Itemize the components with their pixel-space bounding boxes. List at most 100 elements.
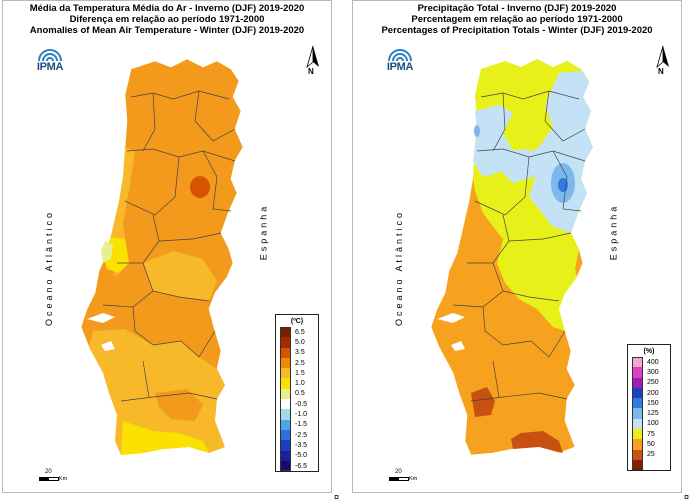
legend-row: 5.0 [276,337,318,348]
legend-items: 6.5 5.0 3.5 2.5 1.5 1.0 0.5 -0.5 -1.0 -1.5 -2.5 -3.… [276,327,318,472]
legend-label: -3.5 [295,441,308,449]
legend-label: 75 [647,430,655,438]
west-coast-greenish-region [101,241,113,263]
south-coast-yellow [121,421,209,455]
legend-row: -6.5 [276,460,318,472]
legend-unit: (%) [643,348,655,355]
country-label: Espanha [608,203,619,261]
title-line-2: Percentagem em relação ao período 1971-2… [411,14,623,25]
legend-swatch [280,419,291,430]
legend-row [628,459,670,471]
legend-swatch [632,408,643,419]
temperature-legend: (ºC) 6.5 5.0 3.5 2.5 1.5 1.0 0.5 -0.5 -1.0 -1.5 -2… [275,314,319,473]
legend-row: -1.5 [276,419,318,430]
legend-label: 250 [647,379,659,387]
portugal-temperature-map [80,58,244,456]
legend-row: 3.5 [276,347,318,358]
legend-row: -2.5 [276,429,318,441]
ocean-label: Oceano Atlântico [394,209,405,327]
title-line-3: Anomalies of Mean Air Temperature - Wint… [29,25,305,36]
legend-swatch [280,409,291,420]
ocean-label: Oceano Atlântico [44,209,55,327]
legend-label: 400 [647,358,659,366]
north-label: N [308,67,314,76]
hotspot-region [190,176,210,198]
legend-label: -5.0 [295,452,308,460]
legend-row: 1.5 [276,368,318,379]
legend-swatch [632,398,643,409]
south-orange-patch [155,389,203,421]
scale-bar-graphic [39,477,59,481]
legend-row: 400 [628,357,670,368]
legend-row: 2.5 [276,357,318,369]
legend-swatch [632,418,643,430]
legend-swatch [280,460,291,472]
south-dark-orange-region [511,431,563,453]
legend-swatch [632,439,643,450]
legend-swatch [280,450,291,461]
portugal-precipitation-map [430,58,594,456]
scale-bar: 20 Km [387,469,423,485]
legend-row: -5.0 [276,450,318,461]
legend-label: 125 [647,410,659,418]
page-mark-right: ¤ [684,492,690,502]
legend-label: -1.5 [295,421,308,429]
ipma-logo: IPMA [383,41,417,75]
ipma-logo-arcs-icon [38,49,62,62]
legend-label: 1.5 [295,369,305,377]
scale-unit: Km [409,476,418,482]
legend-label: 150 [647,399,659,407]
scale-bar: 20 Km [37,469,73,485]
legend-row: -0.5 [276,399,318,410]
legend-label: 3.5 [295,349,305,357]
temperature-anomaly-map-panel: Média da Temperatura Média do Ar - Inver… [2,0,332,493]
ipma-logo: IPMA [33,41,67,75]
northeast-light-blue-region [523,71,593,233]
legend-swatch [280,388,291,400]
north-arrow-icon: N [655,45,671,79]
legend-row: 200 [628,387,670,399]
legend-row: -1.0 [276,409,318,420]
legend-row: 150 [628,398,670,409]
sado-estuary [451,341,465,351]
temperature-map-title: Média da Temperatura Média do Ar - Inver… [3,3,331,36]
legend-swatch [280,368,291,379]
north-label: N [658,67,664,76]
scale-bar-graphic [389,477,409,481]
legend-swatch [280,337,291,348]
title-line-1: Média da Temperatura Média do Ar - Inver… [29,3,305,14]
legend-swatch [280,429,291,441]
ipma-logo-text: IPMA [386,61,414,73]
legend-label: 200 [647,389,659,397]
legend-label: 5.0 [295,338,305,346]
legend-swatch [280,357,291,369]
north-arrow-icon: N [305,45,321,79]
legend-swatch [632,459,643,471]
scale-value: 20 [45,469,52,475]
legend-row: 6.5 [276,327,318,338]
central-light-blue-region [501,149,539,183]
title-line-2: Diferença em relação ao período 1971-200… [69,14,265,25]
legend-row: 0.5 [276,388,318,400]
legend-label: 6.5 [295,328,305,336]
ipma-logo-text: IPMA [36,61,64,73]
scale-value: 20 [395,469,402,475]
legend-row: 25 [628,449,670,460]
tejo-estuary [437,313,465,323]
legend-row: 300 [628,367,670,378]
legend-swatch [632,387,643,399]
district-boundaries [452,90,586,402]
legend-row: 125 [628,408,670,419]
legend-label: -0.5 [295,400,308,408]
legend-row: 1.0 [276,378,318,389]
precipitation-map-title: Precipitação Total - Inverno (DJF) 2019-… [353,3,681,36]
legend-swatch [632,377,643,388]
legend-label: 0.5 [295,390,305,398]
precipitation-map-panel: Precipitação Total - Inverno (DJF) 2019-… [352,0,682,493]
page-mark-left: ¤ [334,492,340,502]
legend-label: 2.5 [295,359,305,367]
scale-unit: Km [59,476,68,482]
legend-swatch [280,399,291,410]
title-line-3: Percentages of Precipitation Totals - Wi… [381,25,653,36]
central-light-region [143,251,217,301]
